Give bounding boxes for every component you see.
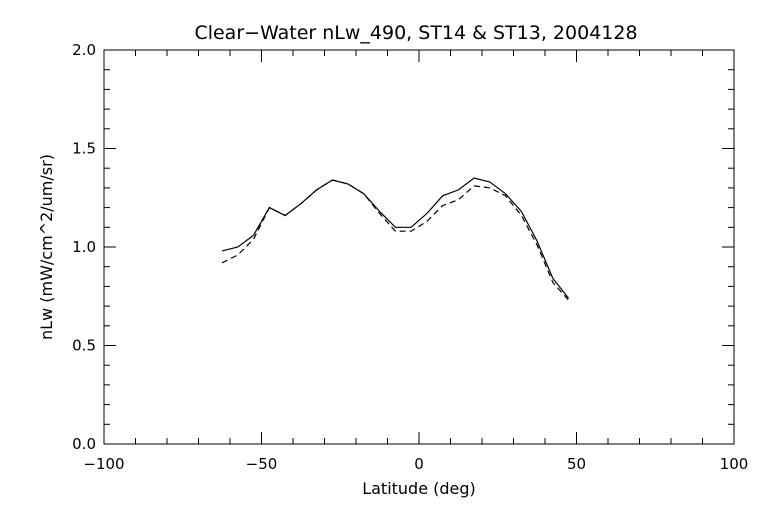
x-tick-label: 100 <box>720 455 749 473</box>
y-tick-label: 0.5 <box>72 337 96 355</box>
x-tick-label: 50 <box>567 455 586 473</box>
y-tick-label: 1.5 <box>72 140 96 158</box>
plot-frame <box>103 49 735 445</box>
y-tick-label: 2.0 <box>72 41 96 59</box>
x-tick-label: −100 <box>83 455 124 473</box>
y-axis-label: nLw (mW/cm^2/um/sr) <box>37 154 56 340</box>
x-tick-label: −50 <box>246 455 278 473</box>
axis-ticks: −100 −50 0 50 100 0.0 0.5 1.0 1.5 2.0 <box>72 41 748 473</box>
series-group <box>221 177 570 301</box>
x-tick-label: 0 <box>414 455 424 473</box>
y-tick-label: 1.0 <box>72 238 96 256</box>
series-solid-line <box>221 177 570 299</box>
series-dashed-line <box>221 179 570 301</box>
y-tick-label: 0.0 <box>72 435 96 453</box>
chart-title: Clear−Water nLw_490, ST14 & ST13, 200412… <box>194 22 637 44</box>
x-axis-label: Latitude (deg) <box>362 479 476 498</box>
